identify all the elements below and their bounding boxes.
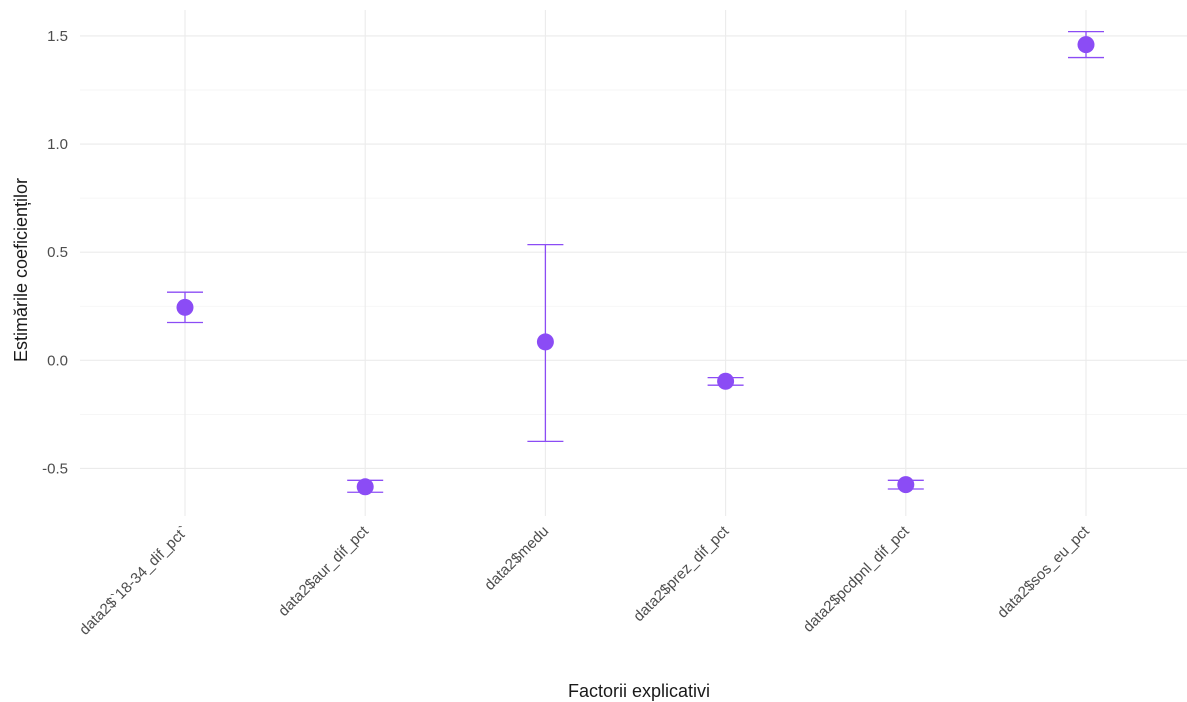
x-tick-label: data2$pcdpnl_dif_pct [800, 522, 913, 635]
x-tick-label: data2$medu [481, 523, 552, 594]
y-tick-label: 0.5 [47, 244, 68, 261]
estimate-point [536, 333, 554, 351]
x-tick-labels: data2$`18-34_dif_pct` data2$aur_dif_pct da… [76, 522, 1093, 638]
y-tick-label: 1.0 [47, 136, 68, 153]
y-tick-labels: -0.5 0.0 0.5 1.0 1.5 [42, 28, 68, 477]
y-axis-title: Estimările coeficienților [11, 178, 31, 362]
y-tick-label: 0.0 [47, 352, 68, 369]
x-tick-label: data2$prez_dif_pct [630, 522, 733, 625]
x-axis-title: Factorii explicativi [568, 681, 710, 701]
x-tick-label: data2$sos_eu_pct [994, 522, 1093, 621]
x-tick-label: data2$aur_dif_pct [275, 522, 373, 620]
estimate-point [1077, 36, 1095, 54]
estimate-point [176, 298, 194, 316]
estimate-point [717, 372, 735, 390]
y-tick-label: 1.5 [47, 28, 68, 45]
data-marks [167, 30, 1104, 496]
estimate-point [897, 476, 915, 494]
x-tick-label: data2$`18-34_dif_pct` [76, 523, 192, 639]
y-tick-label: -0.5 [42, 460, 68, 477]
grid-lines [80, 10, 1187, 516]
estimate-point [356, 478, 374, 496]
